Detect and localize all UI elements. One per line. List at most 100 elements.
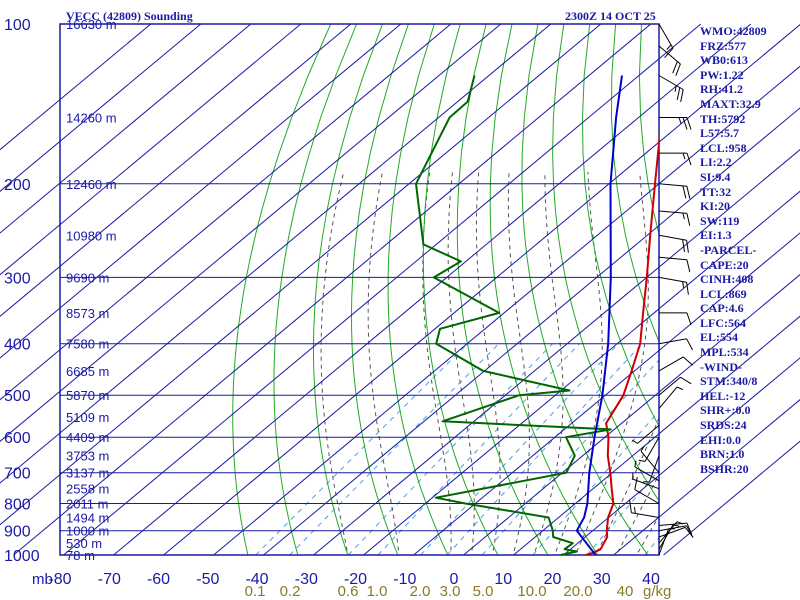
wind-barb-staff (658, 45, 681, 65)
wind-barb-half-flag (682, 281, 685, 288)
stat-line: HEL:-12 (700, 388, 746, 403)
isotherm (263, 107, 800, 556)
stat-line: CINH:408 (700, 272, 754, 287)
dry-adiabat (387, 24, 449, 555)
temperature-tick-label: 40 (642, 571, 660, 588)
wind-barb (658, 525, 694, 538)
temperature-tick-label: -50 (196, 571, 219, 588)
wind-barb-staff (634, 489, 660, 504)
wind-barb (658, 338, 694, 351)
isotherm (0, 23, 552, 484)
wind-barb-staff (648, 455, 660, 483)
isotherm (413, 232, 800, 556)
stat-line: BRN:1.0 (700, 447, 745, 462)
wind-barb (658, 522, 693, 535)
stat-line: EL:554 (700, 330, 739, 345)
moist-adiabat (554, 171, 603, 555)
wind-barb (634, 477, 660, 504)
wind-barb-half-flag (633, 507, 636, 514)
pressure-tick-label: 200 (4, 177, 31, 194)
stat-line: L57:5.7 (700, 126, 739, 141)
wind-barb-half-flag (640, 445, 645, 452)
mixing-ratio-label: 0.1 (245, 583, 266, 600)
temperature-tick-label: -30 (295, 571, 318, 588)
wind-barb-staff (637, 425, 660, 444)
wind-barb-flag (680, 89, 684, 102)
wind-barb (658, 234, 689, 253)
wind-barb (658, 276, 689, 295)
temperature-tick-label: -40 (245, 571, 268, 588)
wind-barb-half-flag (676, 386, 684, 390)
isotherm (313, 149, 800, 556)
plot-frame (59, 23, 660, 556)
moist-adiabat (507, 171, 530, 555)
wind-barb-flag (686, 186, 691, 199)
stat-line: LCL:869 (700, 286, 747, 301)
height-label: 5870 m (66, 388, 109, 403)
wind-barb-half-flag (678, 117, 682, 124)
wind-barb (659, 312, 692, 326)
wind-barb (658, 386, 684, 409)
wind-barb-staff (658, 210, 687, 214)
stat-line: LCL:958 (700, 140, 747, 155)
stat-line: KI:20 (700, 199, 730, 214)
stat-line: CAP:4.6 (700, 301, 744, 316)
wind-barb (658, 23, 674, 59)
pressure-tick-label: 700 (4, 466, 31, 483)
isotherm (63, 23, 702, 556)
moist-adiabat (422, 171, 452, 555)
stat-line: SHR+:0.0 (700, 403, 751, 418)
isotherm (163, 24, 800, 556)
temperature-tick-label: -80 (48, 571, 71, 588)
height-label: 3137 m (66, 466, 109, 481)
isotherm (0, 23, 502, 442)
wind-barb-flag (686, 240, 689, 253)
wind-barb-staff (631, 512, 660, 518)
wind-barb (658, 183, 691, 199)
dry-adiabat (610, 24, 659, 343)
pressure-tick-label: 500 (4, 388, 31, 405)
pressure-tick-label: 100 (4, 17, 31, 34)
wind-barb-staff (658, 183, 687, 187)
height-label: 12460 m (66, 177, 117, 192)
temperature-tick-label: -20 (344, 571, 367, 588)
wind-barb (658, 356, 694, 372)
stat-line: -WIND- (700, 359, 742, 374)
height-label: 5109 m (66, 410, 109, 425)
temperature-tick-label: 30 (593, 571, 611, 588)
moist-adiabat (475, 171, 501, 555)
plot-area (60, 24, 659, 555)
stat-line: RH:41.2 (700, 82, 743, 97)
wind-barb-flag (686, 259, 691, 273)
stat-line: LI:2.2 (700, 155, 732, 170)
height-label: 1494 m (66, 511, 109, 526)
wind-barb-flag (686, 282, 689, 295)
height-label: 14260 m (66, 111, 117, 126)
wind-barb-staff (632, 478, 660, 490)
wind-barb-flag (686, 312, 692, 326)
pressure-tick-label: 1000 (4, 548, 40, 565)
height-label: 8573 m (66, 306, 109, 321)
wind-barb (658, 45, 681, 76)
height-label: 78 m (66, 548, 95, 563)
temperature-tick-label: -60 (147, 571, 170, 588)
temperature-tick-label: -10 (393, 571, 416, 588)
isotherm (213, 65, 800, 556)
pressure-tick-label: 600 (4, 430, 31, 447)
height-label: 16630 m (66, 17, 117, 32)
stat-line: SI:9.4 (700, 169, 731, 184)
dry-adiabat (313, 24, 383, 555)
stats-panel: WMO:42809 FRZ:577 WB0:613 PW:1.22 RH:41.2 MAX… (700, 24, 767, 476)
wind-barb (634, 460, 660, 482)
height-label: 2011 m (66, 497, 108, 512)
isotherm (0, 23, 152, 151)
mixing-ratio-label: 0.2 (280, 583, 301, 600)
height-label: 9690 m (66, 270, 109, 285)
wind-barb (640, 445, 660, 474)
wind-barb-staff (658, 234, 687, 241)
wind-barb-flag (682, 185, 687, 199)
wind-barb-flag (676, 87, 681, 101)
isotherm (513, 315, 800, 556)
stat-line: WB0:613 (700, 53, 748, 68)
isotherm (663, 440, 800, 556)
